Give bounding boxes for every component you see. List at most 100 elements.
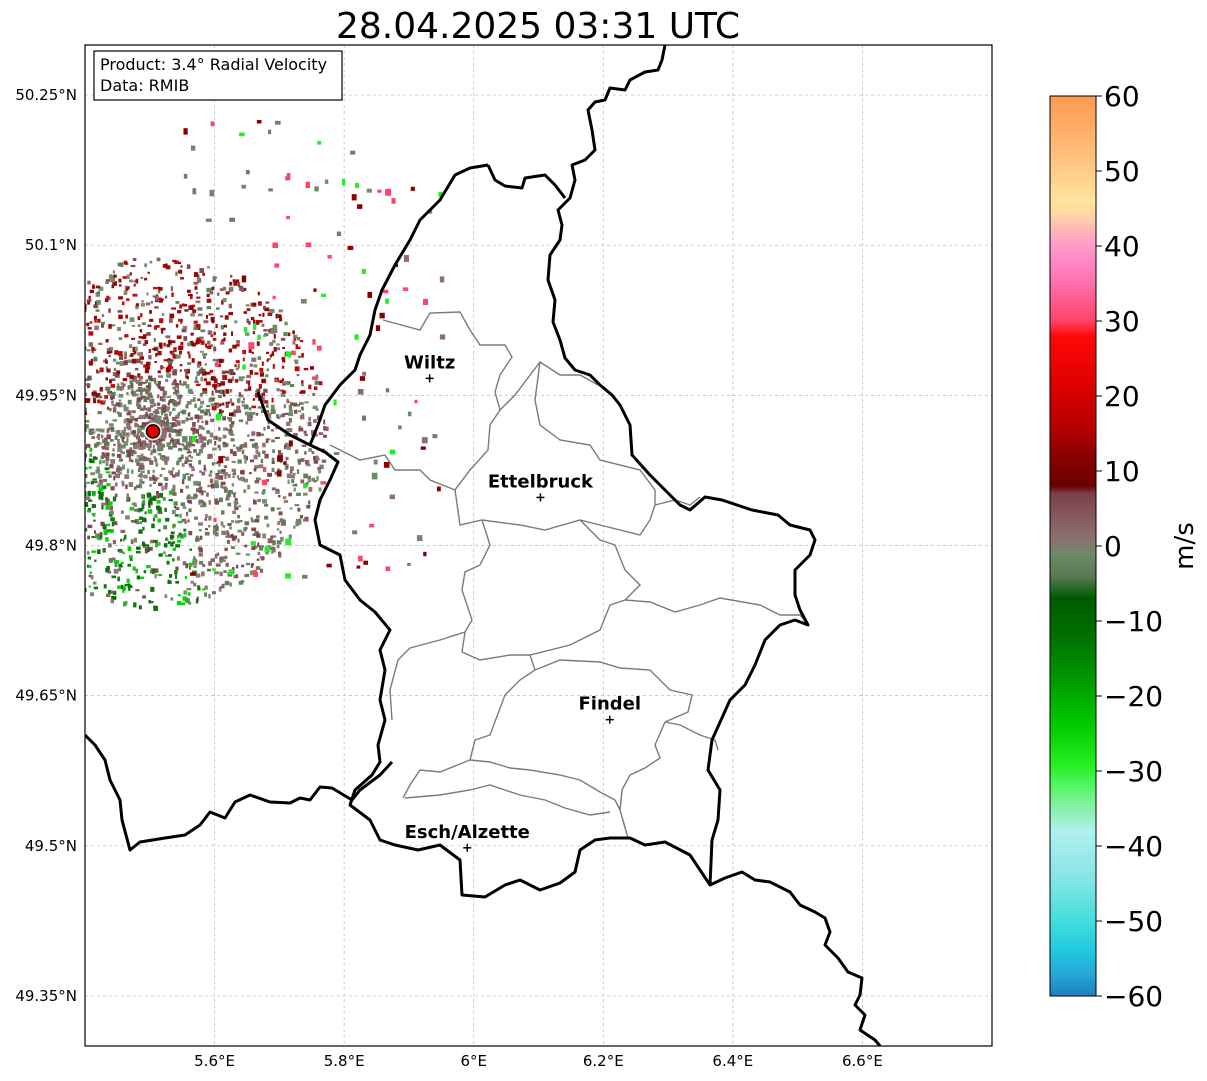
radar-echo-pixel (114, 493, 118, 498)
radar-echo-pixel (111, 575, 117, 579)
radar-echo-pixel (29, 345, 33, 349)
radar-echo-pixel (313, 480, 318, 483)
radar-echo-pixel (186, 289, 191, 293)
radar-echo-pixel (268, 188, 273, 192)
radar-echo-pixel (292, 484, 298, 487)
radar-echo-pixel (28, 353, 32, 357)
radar-echo-pixel (156, 491, 159, 496)
radar-echo-pixel (126, 372, 131, 378)
radar-echo-pixel (92, 512, 96, 517)
radar-echo-pixel (38, 557, 41, 559)
radar-echo-pixel (152, 518, 156, 522)
radar-echo-pixel (265, 404, 269, 408)
radar-echo-pixel (108, 324, 112, 329)
radar-echo-pixel (258, 313, 262, 317)
radar-echo-pixel (157, 422, 161, 425)
radar-echo-pixel (185, 373, 188, 379)
radar-echo-pixel (217, 364, 222, 367)
radar-echo-pixel (221, 469, 226, 472)
radar-echo-pixel (295, 518, 302, 525)
radar-echo-pixel (208, 524, 211, 528)
radar-echo-pixel (99, 387, 103, 392)
radar-echo-pixel (0, 493, 4, 497)
radar-echo-pixel (154, 458, 158, 462)
radar-echo-pixel (254, 480, 260, 484)
radar-echo-pixel (241, 449, 245, 455)
radar-echo-pixel (105, 498, 110, 504)
radar-echo-pixel (76, 333, 81, 338)
radar-echo-pixel (172, 474, 176, 478)
radar-echo-pixel (187, 342, 191, 347)
radar-echo-pixel (272, 242, 278, 248)
radar-echo-pixel (202, 390, 208, 395)
radar-echo-pixel (262, 450, 266, 454)
radar-echo-pixel (75, 520, 77, 522)
radar-echo-pixel (193, 320, 198, 324)
radar-echo-pixel (8, 501, 12, 503)
radar-echo-pixel (40, 368, 43, 371)
radar-echo-pixel (42, 441, 45, 445)
radar-echo-pixel (123, 290, 128, 296)
radar-echo-pixel (236, 475, 239, 479)
radar-echo-pixel (121, 480, 125, 484)
radar-echo-pixel (128, 583, 131, 587)
radar-echo-pixel (117, 310, 123, 313)
radar-echo-pixel (238, 392, 242, 396)
radar-echo-pixel (69, 580, 73, 584)
radar-echo-pixel (177, 520, 183, 524)
radar-echo-pixel (119, 457, 122, 462)
radar-echo-pixel (193, 582, 197, 587)
radar-echo-pixel (268, 438, 271, 441)
radar-echo-pixel (36, 374, 38, 377)
radar-echo-pixel (158, 438, 163, 442)
radar-echo-pixel (195, 598, 199, 604)
radar-echo-pixel (202, 272, 206, 276)
radar-echo-pixel (78, 488, 82, 492)
radar-echo-pixel (259, 367, 264, 372)
radar-echo-pixel (186, 264, 191, 269)
radar-echo-pixel (142, 337, 146, 340)
radar-echo-pixel (53, 367, 56, 371)
radar-echo-pixel (51, 445, 54, 449)
radar-echo-pixel (249, 438, 255, 442)
radar-echo-pixel (197, 419, 200, 423)
radar-echo-pixel (288, 534, 292, 539)
radar-echo-pixel (188, 566, 192, 570)
radar-echo-pixel (286, 215, 290, 220)
radar-echo-pixel (257, 291, 260, 296)
radar-echo-pixel (85, 407, 87, 413)
radar-echo-pixel (201, 571, 205, 577)
radar-echo-pixel (137, 381, 143, 386)
radar-echo-pixel (288, 440, 293, 447)
radar-echo-pixel (85, 378, 89, 382)
radar-echo-pixel (273, 540, 276, 544)
radar-echo-pixel (131, 392, 137, 397)
radar-echo-pixel (63, 416, 67, 419)
radar-echo-pixel (193, 327, 199, 331)
radar-echo-pixel (50, 460, 55, 464)
radar-echo-pixel (169, 534, 175, 539)
radar-echo-pixel (188, 441, 192, 446)
radar-echo-pixel (15, 333, 18, 336)
radar-echo-pixel (315, 455, 319, 461)
radar-echo-pixel (135, 458, 140, 463)
radar-echo-pixel (292, 473, 296, 476)
radar-echo-pixel (157, 407, 162, 410)
radar-echo-pixel (18, 429, 20, 433)
radar-echo-pixel (156, 294, 159, 298)
radar-echo-pixel (126, 286, 130, 290)
radar-echo-pixel (294, 359, 299, 365)
radar-echo-pixel (123, 586, 127, 591)
radar-echo-pixel (215, 324, 218, 329)
radar-echo-pixel (137, 438, 142, 443)
radar-echo-pixel (271, 439, 275, 443)
radar-echo-pixel (100, 434, 104, 439)
radar-echo-pixel (251, 443, 255, 448)
radar-echo-pixel (144, 368, 149, 374)
radar-echo-pixel (231, 376, 234, 382)
radar-echo-pixel (155, 439, 158, 445)
radar-echo-pixel (296, 469, 300, 474)
radar-echo-pixel (327, 254, 332, 259)
radar-echo-pixel (432, 434, 438, 439)
radar-echo-pixel (319, 464, 324, 470)
